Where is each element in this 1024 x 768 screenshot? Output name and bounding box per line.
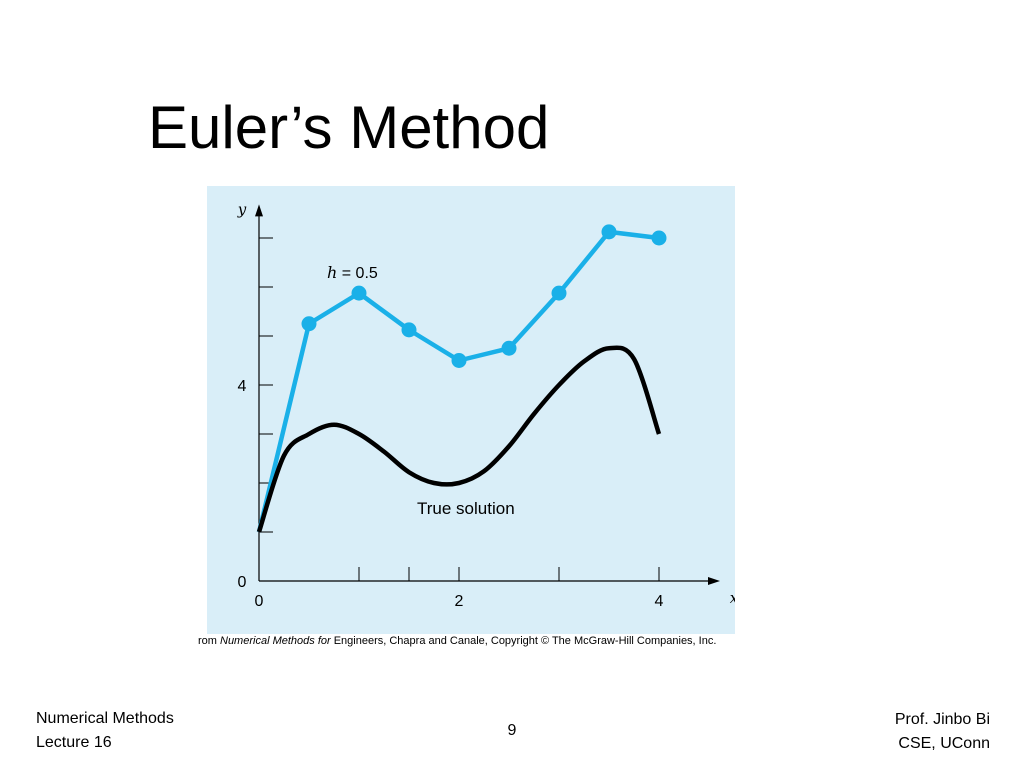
series-label-h-value: = 0.5	[337, 265, 378, 282]
figure-panel: x y 0 2 4 0 4 h = 0.5 True solution	[207, 186, 735, 634]
euler-point	[351, 285, 367, 301]
y-axis-arrow	[255, 204, 263, 217]
credit-book-title: Numerical Methods for	[220, 635, 331, 647]
credit-rest: Engineers, Chapra and Canale, Copyright …	[330, 635, 717, 647]
footer-course-name: Numerical Methods	[36, 710, 174, 727]
footer-author: Prof. Jinbo Bi CSE, UConn	[895, 708, 990, 756]
series-label-euler: h = 0.5	[327, 263, 378, 282]
footer-author-name: Prof. Jinbo Bi	[894, 711, 990, 728]
slide-title: Euler’s Method	[148, 94, 550, 161]
euler-point	[501, 340, 517, 356]
euler-point	[301, 316, 317, 332]
euler-point	[401, 322, 417, 338]
figure-credit: rom Numerical Methods for Engineers, Cha…	[198, 634, 716, 648]
x-axis-label: x	[730, 589, 735, 607]
y-tick-label: 0	[238, 574, 247, 591]
footer-lecture: Lecture 16	[36, 734, 112, 751]
credit-prefix: rom	[198, 635, 220, 647]
x-axis-arrow	[708, 577, 720, 585]
x-tick-label: 0	[255, 593, 264, 610]
footer-affiliation: CSE, UConn	[898, 735, 990, 752]
euler-point	[651, 230, 667, 246]
series-line-euler	[256, 229, 660, 533]
x-tick-label: 2	[455, 593, 464, 610]
euler-point	[601, 224, 617, 240]
euler-point	[451, 353, 467, 368]
y-tick-label: 4	[238, 378, 247, 395]
y-axis-label: y	[237, 200, 247, 218]
series-label-h-symbol: h	[327, 263, 337, 282]
page-number: 9	[507, 722, 517, 739]
x-tick-label: 4	[655, 593, 664, 610]
footer-course: Numerical Methods Lecture 16	[36, 707, 174, 755]
euler-point	[551, 285, 567, 301]
series-line-true-solution	[256, 345, 662, 533]
euler-chart: x y 0 2 4 0 4 h = 0.5 True solution	[237, 200, 735, 610]
series-label-true-solution: True solution	[417, 499, 515, 518]
